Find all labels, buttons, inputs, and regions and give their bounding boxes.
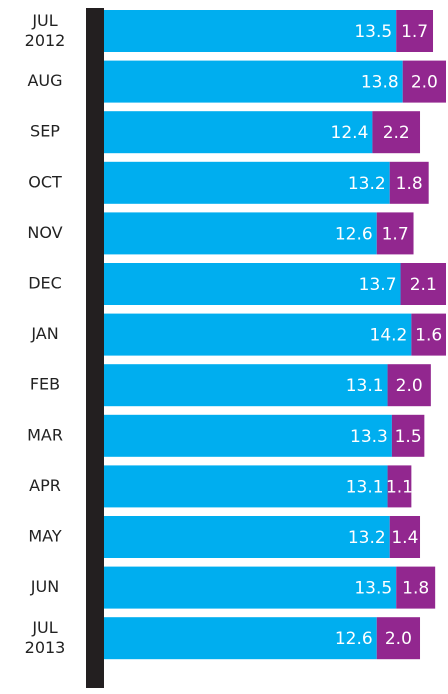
value-label: 1.8 xyxy=(402,579,429,599)
value-label: 1.8 xyxy=(396,174,423,194)
category-label: SEP xyxy=(30,122,60,141)
category-label: FEB xyxy=(30,375,60,394)
value-label: 2.2 xyxy=(383,123,410,143)
bar-segment xyxy=(104,111,373,154)
category-label: JUN xyxy=(30,577,59,596)
category-label: DEC xyxy=(28,274,62,293)
value-label: 1.6 xyxy=(415,326,442,346)
value-label: 13.1 xyxy=(346,477,384,497)
value-label: 13.1 xyxy=(346,376,384,396)
value-label: 12.4 xyxy=(331,123,369,143)
value-label: 13.3 xyxy=(350,427,388,447)
value-label: 1.7 xyxy=(401,22,428,42)
bar-segment xyxy=(372,111,421,154)
bar-segment xyxy=(411,313,446,356)
bar-segment xyxy=(104,414,392,457)
value-label: 1.4 xyxy=(391,528,418,548)
value-label: 1.5 xyxy=(395,427,422,447)
value-label: 2.1 xyxy=(410,275,437,295)
category-label: JAN xyxy=(30,324,58,343)
bar-segment xyxy=(376,212,414,255)
category-label: JUL 2012 xyxy=(25,11,66,50)
bar-segment xyxy=(104,516,390,558)
value-label: 13.2 xyxy=(348,174,386,194)
bar-segment xyxy=(104,161,390,204)
bar-segment xyxy=(391,414,425,457)
category-label: APR xyxy=(29,476,61,495)
category-label: OCT xyxy=(28,172,62,191)
value-label: 12.6 xyxy=(335,224,373,244)
value-label: 13.2 xyxy=(348,528,386,548)
bar-segment xyxy=(396,10,434,52)
value-label: 13.5 xyxy=(354,579,392,599)
value-label: 2.0 xyxy=(411,73,438,93)
bar-segment xyxy=(104,617,377,660)
category-label: MAR xyxy=(27,425,63,444)
bar-segment xyxy=(376,617,421,660)
bar-segment xyxy=(387,364,431,407)
value-label: 1.7 xyxy=(382,224,409,244)
bar-segment xyxy=(104,566,397,609)
category-label: NOV xyxy=(27,223,62,242)
value-label: 2.0 xyxy=(385,629,412,649)
bar-segment xyxy=(104,10,397,52)
value-label: 13.5 xyxy=(354,22,392,42)
value-label: 13.8 xyxy=(361,73,399,93)
bar-segment xyxy=(389,516,421,558)
value-label: 12.6 xyxy=(335,629,373,649)
bar-segment xyxy=(104,212,377,255)
bar-segment xyxy=(104,60,403,103)
category-label: AUG xyxy=(27,71,62,90)
bar-segment xyxy=(396,566,436,609)
bar-segment xyxy=(104,263,401,305)
value-label: 14.2 xyxy=(370,326,408,346)
bar-segment xyxy=(104,465,388,508)
value-label: 13.7 xyxy=(359,275,397,295)
bar-segment xyxy=(104,313,412,356)
bar-segment xyxy=(104,364,388,407)
bar-segment xyxy=(400,263,446,305)
category-label: JUL 2013 xyxy=(25,618,66,657)
bar-segment xyxy=(387,465,412,508)
axis-bar xyxy=(86,8,104,688)
bar-segment xyxy=(402,60,446,103)
bar-segment xyxy=(389,161,429,204)
category-label: MAY xyxy=(28,527,62,546)
value-label: 1.1 xyxy=(386,477,413,497)
value-label: 2.0 xyxy=(396,376,423,396)
